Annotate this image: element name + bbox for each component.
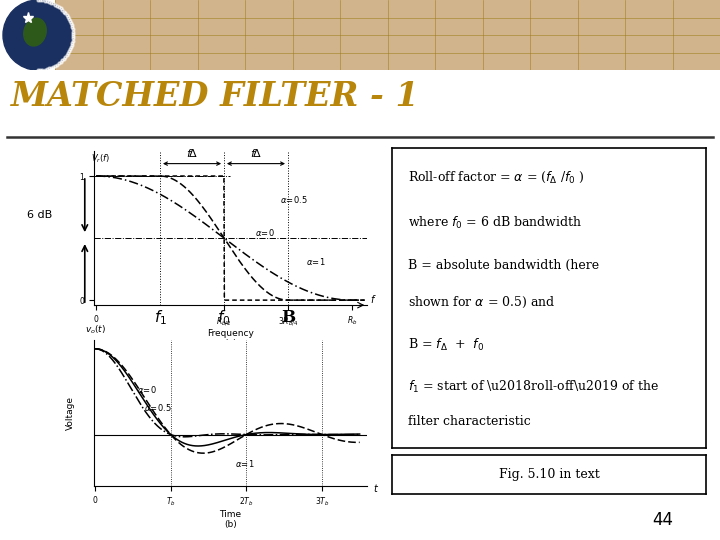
- Text: B = $f_\Delta$  +  $f_0$: B = $f_\Delta$ + $f_0$: [408, 338, 484, 353]
- Text: 44: 44: [652, 511, 673, 529]
- Text: $\alpha\!=\!1$: $\alpha\!=\!1$: [306, 256, 325, 267]
- Text: $f_1$: $f_1$: [153, 308, 166, 327]
- Text: $f_0$: $f_0$: [217, 308, 230, 327]
- Text: $t$: $t$: [373, 482, 379, 494]
- Text: Voltage: Voltage: [66, 396, 76, 430]
- Text: $\alpha\!=\!0.5$: $\alpha\!=\!0.5$: [144, 402, 172, 413]
- Text: 6 dB: 6 dB: [27, 210, 52, 220]
- Circle shape: [3, 0, 73, 70]
- Text: shown for $\alpha$ = 0.5) and: shown for $\alpha$ = 0.5) and: [408, 295, 555, 310]
- Text: $v_o(t)$: $v_o(t)$: [86, 324, 107, 336]
- Text: $f\!\Delta$: $f\!\Delta$: [186, 147, 198, 159]
- X-axis label: Frequency
(a): Frequency (a): [207, 329, 254, 348]
- Text: $\alpha\!=\!1$: $\alpha\!=\!1$: [235, 458, 255, 469]
- Ellipse shape: [24, 18, 46, 46]
- Text: MATCHED FILTER - 1: MATCHED FILTER - 1: [11, 80, 420, 113]
- Text: $\alpha\!=\!0.5$: $\alpha\!=\!0.5$: [280, 194, 308, 205]
- Text: $f\!\Delta$: $f\!\Delta$: [250, 147, 262, 159]
- X-axis label: Time
(b): Time (b): [220, 510, 241, 529]
- Text: $f_1$ = start of \u2018roll-off\u2019 of the: $f_1$ = start of \u2018roll-off\u2019 of…: [408, 379, 660, 395]
- Text: Fig. 5.10 in text: Fig. 5.10 in text: [499, 468, 599, 481]
- Text: B = absolute bandwidth (here: B = absolute bandwidth (here: [408, 259, 599, 272]
- Text: $f$: $f$: [370, 293, 377, 305]
- Text: filter characteristic: filter characteristic: [408, 415, 531, 428]
- Text: $\alpha\!=\!0$: $\alpha\!=\!0$: [255, 227, 274, 238]
- Text: where $f_0$ = 6 dB bandwidth: where $f_0$ = 6 dB bandwidth: [408, 214, 582, 231]
- Text: $\alpha\!=\!0$: $\alpha\!=\!0$: [137, 384, 156, 395]
- Text: Roll-off factor = $\alpha$ = ($f_\Delta$ /$f_0$ ): Roll-off factor = $\alpha$ = ($f_\Delta$…: [408, 170, 585, 185]
- Text: $V_r(f)$: $V_r(f)$: [91, 152, 110, 165]
- Text: B: B: [281, 309, 295, 326]
